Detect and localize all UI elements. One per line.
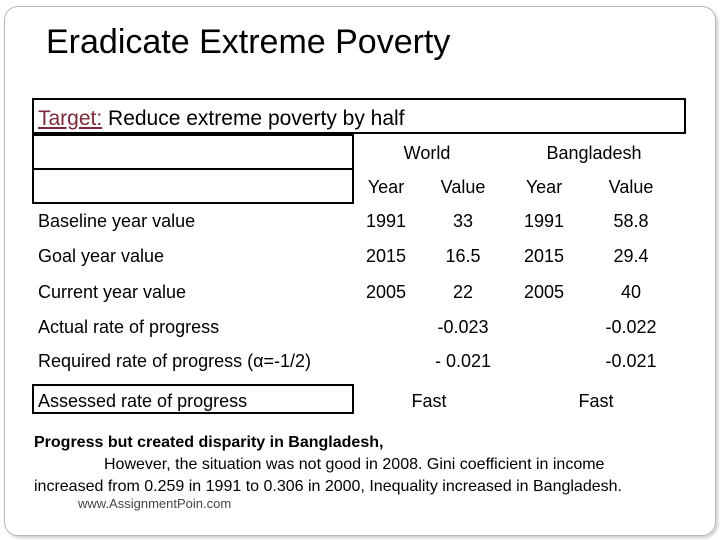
table-cell: Fast <box>411 391 447 411</box>
row-label-required-rate: Required rate of progress (α=-1/2) <box>38 351 312 371</box>
table-cell: 29.4 <box>613 246 649 266</box>
slide-frame <box>4 6 716 536</box>
table-cell: 2015 <box>365 246 407 266</box>
target-box <box>32 98 686 134</box>
table-cell: -0.023 <box>437 317 489 337</box>
header-grid-divider <box>32 168 354 170</box>
table-cell: 40 <box>620 282 642 302</box>
target-description: Reduce extreme poverty by half <box>102 107 405 130</box>
group-header-world: World <box>403 143 451 163</box>
subheader-world-year: Year <box>367 177 405 197</box>
subheader-bd-value: Value <box>608 177 654 197</box>
row-label-current: Current year value <box>38 282 187 302</box>
table-cell: -0.022 <box>605 317 657 337</box>
table-cell: -0.021 <box>605 351 657 371</box>
note-heading: Progress but created disparity in Bangla… <box>34 434 384 451</box>
table-cell: 22 <box>452 282 474 302</box>
row-label-assessed-rate: Assessed rate of progress <box>38 391 248 411</box>
group-header-bangladesh: Bangladesh <box>546 143 642 163</box>
table-cell: 1991 <box>365 211 407 231</box>
slide-title: Eradicate Extreme Poverty <box>46 23 451 61</box>
row-label-actual-rate: Actual rate of progress <box>38 317 220 337</box>
table-cell: 16.5 <box>445 246 481 266</box>
target-statement: Target: Reduce extreme poverty by half <box>38 106 405 132</box>
table-cell: - 0.021 <box>434 351 492 371</box>
watermark-text: www.AssignmentPoin.com <box>78 496 232 511</box>
table-cell: 33 <box>452 211 474 231</box>
table-cell: 2005 <box>523 282 565 302</box>
row-label-goal: Goal year value <box>38 246 165 266</box>
subheader-bd-year: Year <box>525 177 563 197</box>
table-cell: 58.8 <box>613 211 649 231</box>
table-cell: 2005 <box>365 282 407 302</box>
target-label: Target: <box>38 107 103 130</box>
table-cell: 1991 <box>523 211 565 231</box>
note-line: increased from 0.259 in 1991 to 0.306 in… <box>34 478 622 495</box>
assessed-row-box <box>32 384 354 414</box>
table-cell: Fast <box>578 391 614 411</box>
table-cell: 2015 <box>523 246 565 266</box>
row-label-baseline: Baseline year value <box>38 211 196 231</box>
subheader-world-value: Value <box>440 177 486 197</box>
note-line: However, the situation was not good in 2… <box>104 456 605 473</box>
